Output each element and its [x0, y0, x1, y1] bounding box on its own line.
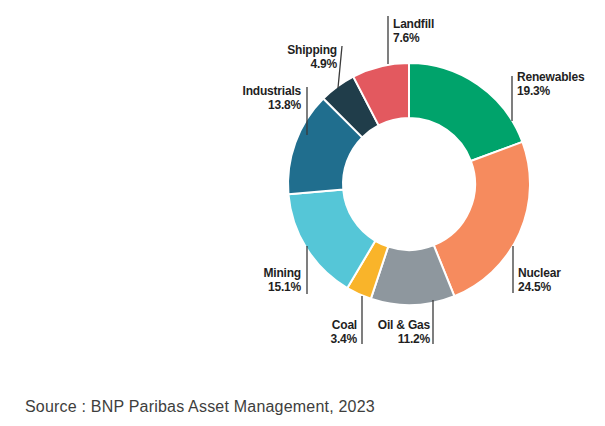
- leader-line-shipping: [338, 46, 342, 88]
- slice-label-value-industrials: 13.8%: [268, 98, 302, 112]
- slice-label-name-oil-gas: Oil & Gas: [378, 318, 431, 332]
- slice-label-value-landfill: 7.6%: [393, 31, 420, 45]
- slice-label-name-mining: Mining: [264, 266, 301, 280]
- slice-label-value-renewables: 19.3%: [517, 84, 551, 98]
- slice-label-value-coal: 3.4%: [330, 332, 357, 346]
- slice-label-value-nuclear: 24.5%: [518, 280, 552, 294]
- donut-chart-area: Renewables19.3% Nuclear24.5% Oil & Gas11.2…: [0, 0, 605, 380]
- donut-chart: Renewables19.3% Nuclear24.5% Oil & Gas11.2…: [0, 0, 605, 380]
- slice-label-name-coal: Coal: [332, 318, 357, 332]
- donut-slice-nuclear: [434, 142, 530, 296]
- slice-label-name-landfill: Landfill: [393, 17, 434, 31]
- slice-label-value-oil-gas: 11.2%: [398, 332, 431, 346]
- slice-label-name-nuclear: Nuclear: [518, 266, 561, 280]
- figure-root: Renewables19.3% Nuclear24.5% Oil & Gas11.2…: [0, 0, 605, 426]
- slice-label-value-shipping: 4.9%: [310, 57, 337, 71]
- source-caption: Source : BNP Paribas Asset Management, 2…: [25, 398, 375, 416]
- slice-label-name-shipping: Shipping: [287, 43, 337, 57]
- donut-slice-renewables: [409, 63, 522, 161]
- slice-label-name-renewables: Renewables: [517, 70, 585, 84]
- slice-label-name-industrials: Industrials: [243, 84, 302, 98]
- slice-label-value-mining: 15.1%: [268, 280, 302, 294]
